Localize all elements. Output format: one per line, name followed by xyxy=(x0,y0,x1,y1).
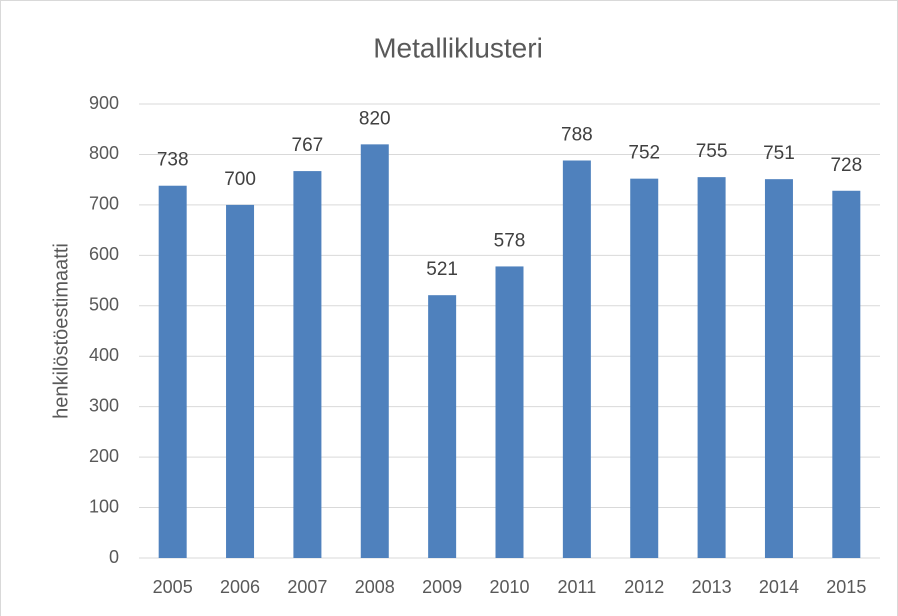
bar xyxy=(226,204,255,558)
data-label: 738 xyxy=(157,150,189,171)
bar xyxy=(495,266,524,558)
bar xyxy=(360,144,389,558)
bar xyxy=(697,177,726,558)
x-tick-label: 2007 xyxy=(287,577,327,597)
bar xyxy=(630,178,659,558)
x-tick-label: 2012 xyxy=(624,577,664,597)
x-tick-label: 2013 xyxy=(692,577,732,597)
bar xyxy=(293,171,322,558)
data-label: 752 xyxy=(628,143,660,164)
x-tick-label: 2009 xyxy=(422,577,462,597)
y-axis-label: henkilöstöestimaatti xyxy=(50,243,72,419)
data-label: 788 xyxy=(561,125,593,146)
x-tick-label: 2008 xyxy=(355,577,395,597)
x-tick-label: 2015 xyxy=(826,577,866,597)
y-tick-label: 500 xyxy=(89,295,119,315)
bar xyxy=(562,160,591,558)
data-label: 751 xyxy=(763,143,795,164)
bar xyxy=(158,185,187,558)
data-label: 820 xyxy=(359,108,391,129)
data-label: 728 xyxy=(830,155,862,176)
data-label: 767 xyxy=(292,135,324,156)
x-tick-label: 2010 xyxy=(489,577,529,597)
y-tick-label: 800 xyxy=(89,143,119,163)
data-label: 578 xyxy=(494,230,526,251)
y-tick-label: 0 xyxy=(109,547,119,567)
x-tick-label: 2011 xyxy=(558,577,597,597)
bar xyxy=(428,295,457,558)
data-label: 755 xyxy=(696,141,728,162)
y-tick-label: 400 xyxy=(89,345,119,365)
data-label: 700 xyxy=(224,169,256,190)
y-tick-label: 900 xyxy=(89,93,119,113)
y-tick-label: 700 xyxy=(89,194,119,214)
data-label: 521 xyxy=(426,259,458,280)
bar xyxy=(832,190,861,558)
y-tick-label: 300 xyxy=(89,395,119,415)
x-tick-label: 2006 xyxy=(220,577,260,597)
x-tick-label: 2005 xyxy=(153,577,193,597)
bar xyxy=(764,179,793,558)
y-tick-label: 200 xyxy=(89,446,119,466)
chart-title: Metalliklusteri xyxy=(373,32,543,63)
y-tick-label: 600 xyxy=(89,244,119,264)
x-tick-label: 2014 xyxy=(759,577,799,597)
y-tick-label: 100 xyxy=(89,496,119,516)
